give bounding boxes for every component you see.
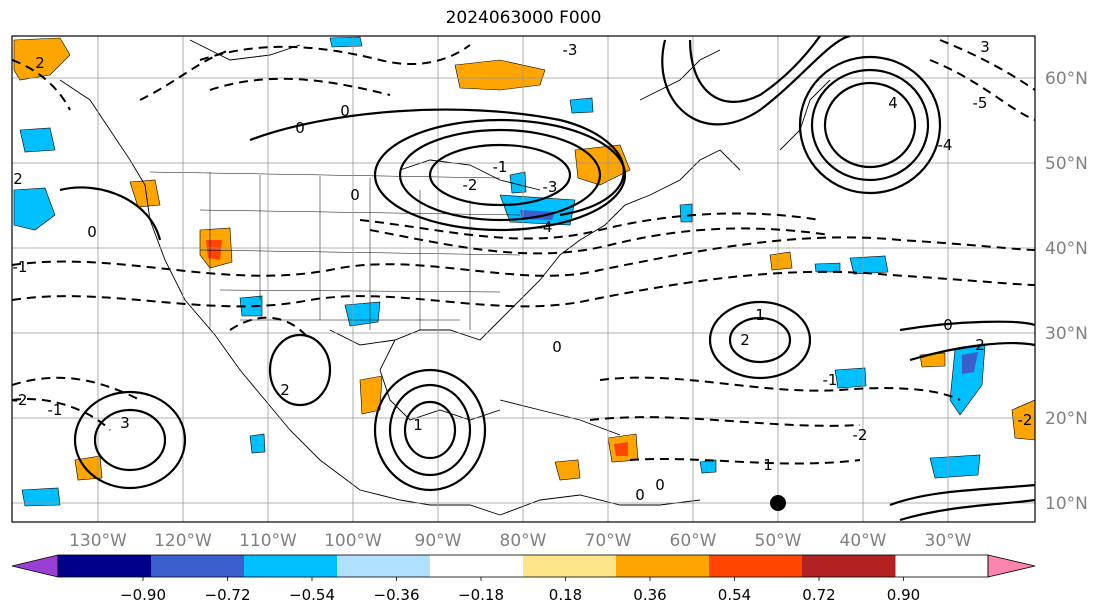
contour-label: 1 (763, 456, 773, 474)
latitude-label: 10°N (1045, 494, 1088, 514)
colorbar-segment (523, 555, 617, 577)
contour-label: 2 (13, 170, 23, 188)
longitude-label: 30°W (925, 531, 972, 551)
latitude-labels: 60°N 50°N 40°N 30°N 20°N 10°N (1045, 69, 1088, 514)
colorbar-tick-label: 0.72 (802, 586, 835, 604)
contour-label: 0 (655, 476, 665, 494)
longitude-label: 70°W (585, 531, 632, 551)
colorbar-segment (616, 555, 710, 577)
graticule (12, 36, 1035, 522)
colorbar-frame (57, 554, 989, 578)
contour-label: -2 (853, 426, 868, 444)
contour-label: 0 (943, 316, 953, 334)
longitude-label: 100°W (324, 531, 382, 551)
contour-label: 2 (280, 381, 290, 399)
longitude-labels: 130°W 120°W 110°W 100°W 90°W 80°W 70°W 60°W 50°W… (69, 531, 972, 551)
colorbar-extend-high (987, 554, 1036, 578)
colorbar-tick-label: 0.90 (887, 586, 920, 604)
contour-label: 3 (120, 414, 130, 432)
colorbar-tick-label: −0.90 (120, 586, 166, 604)
colorbar-segment (58, 555, 152, 577)
colorbar-tick-label: −0.54 (289, 586, 335, 604)
plot-frame (11, 35, 1036, 523)
colorbar-segment (151, 555, 245, 577)
longitude-label: 120°W (154, 531, 212, 551)
contour-label: 0 (295, 119, 305, 137)
longitude-label: 130°W (69, 531, 127, 551)
anomaly-shading (13, 36, 1035, 507)
contour-label: 0 (552, 338, 562, 356)
latitude-label: 50°N (1045, 154, 1088, 174)
colorbar-segment (430, 555, 524, 577)
contour-label: 2 (740, 331, 750, 349)
contour-label: -5 (973, 94, 988, 112)
colorbar-segment (244, 555, 338, 577)
contour-label: 4 (888, 94, 898, 112)
colorbar: −0.90 −0.72 −0.54 −0.36 −0.18 0.18 0.36 0.54 0.7… (11, 554, 1036, 604)
colorbar-extend-low (11, 554, 59, 578)
contour-label: -4 (938, 136, 953, 154)
marker-dot (770, 495, 786, 511)
contour-label: 2 (975, 336, 985, 354)
longitude-label: 40°W (840, 531, 887, 551)
longitude-label: 80°W (500, 531, 547, 551)
contour-label: -1 (823, 371, 838, 389)
negative-contours (12, 39, 1035, 465)
contour-label: 0 (87, 223, 97, 241)
contour-label: 0 (635, 486, 645, 504)
colorbar-tick-label: 0.36 (633, 586, 666, 604)
colorbar-tick-label: −0.72 (205, 586, 251, 604)
latitude-label: 40°N (1045, 239, 1088, 259)
contour-label: -1 (13, 258, 28, 276)
latitude-label: 20°N (1045, 409, 1088, 429)
contour-label: -3 (563, 41, 578, 59)
latitude-label: 60°N (1045, 69, 1088, 89)
colorbar-tick-label: −0.36 (374, 586, 420, 604)
longitude-label: 60°W (670, 531, 717, 551)
colorbar-tick-label: 0.54 (718, 586, 751, 604)
contour-label: 1 (755, 306, 765, 324)
contour-label: 3 (980, 38, 990, 56)
colorbar-tick-label: −0.18 (458, 586, 504, 604)
latitude-label: 30°N (1045, 324, 1088, 344)
contour-label: -3 (543, 178, 558, 196)
colorbar-tick-label: 0.18 (549, 586, 582, 604)
coastlines (59, 39, 831, 516)
contour-label: 0 (350, 186, 360, 204)
colorbar-segment (802, 555, 896, 577)
contour-label: 2 (35, 54, 45, 72)
contour-label: 1 (413, 416, 423, 434)
colorbar-segment (337, 555, 431, 577)
longitude-label: 110°W (239, 531, 297, 551)
contour-label: 0 (340, 102, 350, 120)
map-title: 2024063000 F000 (445, 8, 602, 28)
positive-contours (59, 36, 1035, 522)
contour-label: -2 (13, 391, 28, 409)
longitude-label: 50°W (755, 531, 802, 551)
contour-label: -2 (463, 176, 478, 194)
colorbar-segment (709, 555, 803, 577)
contour-label: -1 (493, 158, 508, 176)
contour-label: -1 (48, 401, 63, 419)
longitude-label: 90°W (415, 531, 462, 551)
contour-label: -2 (1018, 411, 1033, 429)
contour-label: -4 (538, 218, 553, 236)
